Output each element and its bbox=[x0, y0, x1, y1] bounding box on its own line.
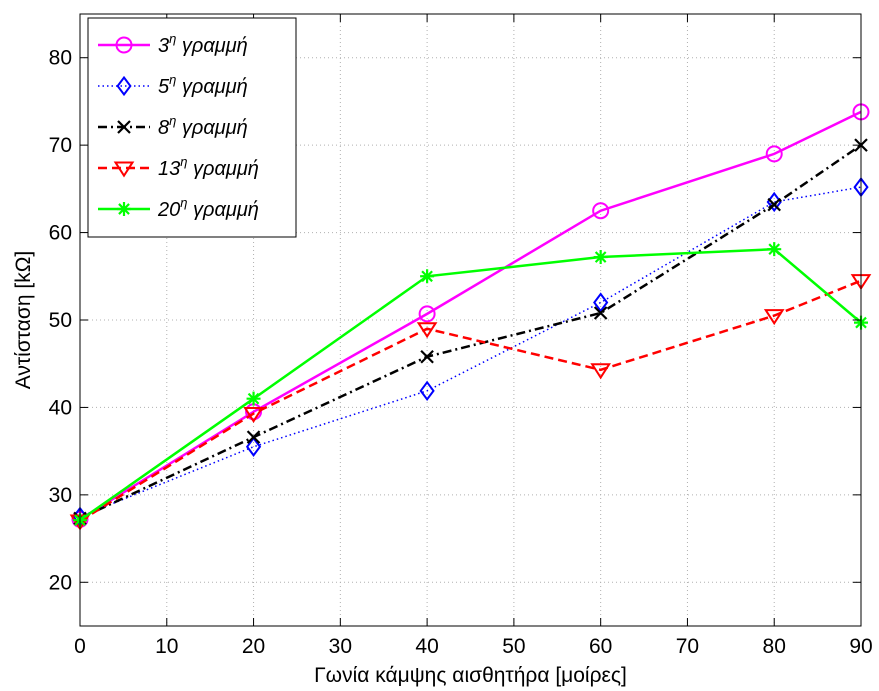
legend: 3η γραμμή 5η γραμμή 8η γραμμή 13η γραμμή 20η… bbox=[87, 17, 297, 238]
legend-entry-label: 5η γραμμή bbox=[158, 72, 248, 98]
legend-marker bbox=[117, 120, 131, 134]
series-line bbox=[79, 144, 862, 520]
x-tick-label: 50 bbox=[502, 635, 525, 658]
data-point bbox=[593, 306, 608, 320]
y-tick-label: 20 bbox=[49, 571, 72, 594]
data-point bbox=[592, 202, 610, 220]
x-axis-label: Γωνία κάμψης αισθητήρα [μοίρες] bbox=[314, 664, 627, 687]
data-point bbox=[590, 363, 612, 380]
data-point bbox=[246, 391, 261, 406]
y-tick-label: 40 bbox=[49, 396, 72, 419]
x-tick-label: 90 bbox=[849, 635, 872, 658]
legend-marker bbox=[113, 161, 135, 178]
series-line bbox=[79, 247, 862, 522]
y-tick-label: 60 bbox=[49, 222, 72, 245]
data-point bbox=[416, 322, 438, 339]
data-point bbox=[419, 380, 435, 401]
y-tick-label: 70 bbox=[49, 134, 72, 157]
x-tick-label: 0 bbox=[74, 635, 86, 658]
x-tick-label: 20 bbox=[242, 635, 265, 658]
data-point bbox=[245, 436, 262, 457]
data-point bbox=[243, 407, 264, 424]
data-point bbox=[420, 269, 435, 284]
legend-marker bbox=[116, 75, 132, 97]
legend-entry-label: 8η γραμμή bbox=[158, 113, 248, 139]
data-point bbox=[420, 349, 434, 364]
y-axis-label: Αντίσταση [kΩ] bbox=[12, 251, 35, 390]
x-tick-label: 30 bbox=[329, 635, 352, 658]
data-point bbox=[765, 145, 783, 163]
series-line bbox=[79, 186, 862, 518]
x-tick-label: 80 bbox=[763, 635, 786, 658]
data-point bbox=[593, 250, 608, 265]
legend-entry-label: 3η γραμμή bbox=[158, 31, 248, 57]
data-point bbox=[593, 292, 609, 313]
series-line bbox=[79, 110, 862, 521]
data-point bbox=[418, 305, 436, 323]
y-tick-label: 80 bbox=[49, 47, 72, 70]
legend-marker bbox=[117, 202, 131, 216]
series-group bbox=[69, 103, 872, 531]
legend-entry-label: 13η γραμμή bbox=[158, 154, 259, 180]
data-point bbox=[246, 430, 261, 444]
data-point bbox=[767, 242, 782, 257]
y-tick-label: 30 bbox=[49, 484, 72, 507]
series-20 bbox=[73, 242, 868, 528]
legend-marker bbox=[115, 36, 133, 54]
data-point bbox=[767, 197, 781, 212]
data-point bbox=[763, 309, 785, 326]
x-tick-label: 70 bbox=[676, 635, 699, 658]
x-tick-label: 60 bbox=[589, 635, 612, 658]
x-tick-label: 10 bbox=[155, 635, 178, 658]
series-13 bbox=[69, 274, 872, 531]
y-tick-label: 50 bbox=[49, 309, 72, 332]
axes: 0 10 20 30 40 50 60 70 80 90 20 30 40 50 60 70 80 bbox=[49, 14, 873, 658]
series-line bbox=[79, 279, 862, 523]
x-tick-label: 40 bbox=[415, 635, 438, 658]
legend-entry-label: 20η γραμμή bbox=[157, 195, 259, 221]
